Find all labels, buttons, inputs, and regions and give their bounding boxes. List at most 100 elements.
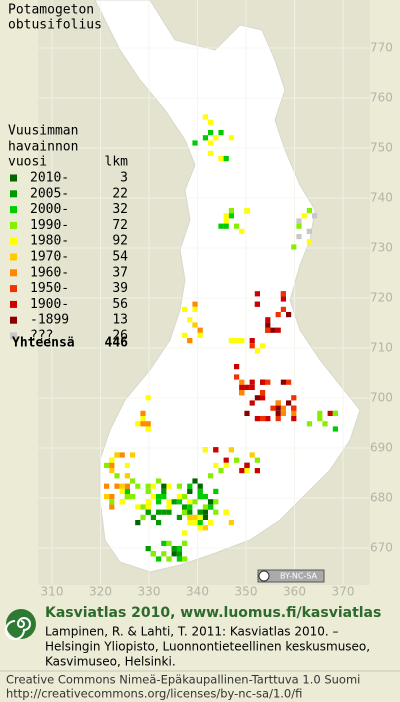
occurrence-square bbox=[114, 452, 120, 458]
legend-label: 1900- bbox=[30, 297, 69, 312]
occurrence-square bbox=[145, 421, 151, 427]
logo-swirl bbox=[5, 617, 31, 640]
legend-heading: vuosi bbox=[8, 155, 47, 170]
occurrence-square bbox=[182, 556, 188, 562]
occurrence-square bbox=[317, 410, 323, 416]
occurrence-square bbox=[223, 223, 229, 229]
x-grid-label: 370 bbox=[332, 585, 355, 599]
occurrence-square bbox=[197, 520, 203, 526]
occurrence-square bbox=[317, 416, 323, 422]
occurrence-square bbox=[260, 395, 266, 401]
occurrence-square bbox=[192, 514, 198, 520]
x-grid-label: 330 bbox=[138, 585, 161, 599]
site-link[interactable]: Kasviatlas 2010, www.luomus.fi/kasviatla… bbox=[45, 605, 381, 621]
legend-count: 56 bbox=[112, 297, 128, 312]
occurrence-square bbox=[150, 551, 156, 557]
legend-count: 26 bbox=[112, 329, 128, 344]
occurrence-square bbox=[187, 520, 193, 526]
legend-label: 1980- bbox=[30, 234, 69, 249]
legend-label: -1899 bbox=[30, 313, 69, 328]
occurrence-square bbox=[291, 395, 297, 401]
occurrence-square bbox=[228, 520, 234, 526]
occurrence-square bbox=[161, 509, 167, 515]
license-url[interactable]: http://creativecommons.org/licenses/by-n… bbox=[6, 687, 302, 701]
occurrence-square bbox=[135, 520, 141, 526]
occurrence-square bbox=[208, 499, 214, 505]
occurrence-square bbox=[239, 379, 245, 385]
occurrence-square bbox=[166, 540, 172, 546]
x-grid-label: 340 bbox=[186, 585, 209, 599]
occurrence-square bbox=[239, 228, 245, 234]
occurrence-square bbox=[176, 551, 182, 557]
occurrence-square bbox=[291, 416, 297, 422]
occurrence-square bbox=[187, 317, 193, 323]
x-grid-label: 310 bbox=[41, 585, 64, 599]
occurrence-square bbox=[208, 520, 214, 526]
occurrence-square bbox=[249, 338, 255, 344]
legend-swatch bbox=[10, 269, 17, 277]
legend-swatch bbox=[10, 285, 17, 293]
occurrence-square bbox=[202, 525, 208, 531]
occurrence-square bbox=[280, 296, 286, 302]
occurrence-square bbox=[296, 218, 302, 224]
occurrence-square bbox=[280, 291, 286, 297]
occurrence-square bbox=[249, 400, 255, 406]
legend-heading: Vuusimman bbox=[8, 124, 78, 139]
occurrence-square bbox=[228, 135, 234, 141]
occurrence-square bbox=[187, 509, 193, 515]
legend-swatch bbox=[10, 221, 17, 229]
x-grid-label: 360 bbox=[283, 585, 306, 599]
occurrence-square bbox=[176, 483, 182, 489]
occurrence-square bbox=[156, 478, 162, 484]
occurrence-square bbox=[213, 447, 219, 453]
y-grid-label: 730 bbox=[370, 241, 393, 255]
occurrence-square bbox=[124, 494, 130, 500]
occurrence-square bbox=[192, 478, 198, 484]
occurrence-square bbox=[171, 499, 177, 505]
occurrence-square bbox=[244, 468, 250, 474]
occurrence-square bbox=[234, 364, 240, 370]
occurrence-square bbox=[202, 504, 208, 510]
occurrence-square bbox=[260, 379, 266, 385]
occurrence-square bbox=[171, 551, 177, 557]
occurrence-square bbox=[234, 374, 240, 380]
legend-swatch bbox=[10, 332, 17, 340]
occurrence-square bbox=[202, 494, 208, 500]
occurrence-square bbox=[145, 509, 151, 515]
occurrence-square bbox=[202, 447, 208, 453]
occurrence-square bbox=[114, 483, 120, 489]
occurrence-square bbox=[109, 468, 115, 474]
legend-label: 1970- bbox=[30, 250, 69, 265]
occurrence-square bbox=[202, 514, 208, 520]
occurrence-square bbox=[239, 384, 245, 390]
occurrence-square bbox=[176, 499, 182, 505]
citation: Kasvimuseo, Helsinki. bbox=[45, 655, 176, 669]
occurrence-square bbox=[208, 150, 214, 156]
occurrence-square bbox=[161, 551, 167, 557]
legend-count: 37 bbox=[112, 265, 128, 280]
occurrence-square bbox=[270, 405, 276, 411]
y-grid-label: 770 bbox=[370, 41, 393, 55]
occurrence-square bbox=[161, 483, 167, 489]
occurrence-square bbox=[140, 514, 146, 520]
x-grid-label: 320 bbox=[89, 585, 112, 599]
occurrence-square bbox=[135, 483, 141, 489]
occurrence-square bbox=[176, 546, 182, 552]
occurrence-square bbox=[161, 540, 167, 546]
occurrence-square bbox=[150, 494, 156, 500]
occurrence-square bbox=[280, 379, 286, 385]
occurrence-square bbox=[166, 556, 172, 562]
occurrence-square bbox=[280, 306, 286, 312]
x-grid-label: 350 bbox=[235, 585, 258, 599]
occurrence-square bbox=[223, 213, 229, 219]
occurrence-square bbox=[306, 208, 312, 214]
occurrence-square bbox=[124, 488, 130, 494]
occurrence-square bbox=[176, 556, 182, 562]
y-grid-label: 680 bbox=[370, 491, 393, 505]
y-grid-label: 760 bbox=[370, 91, 393, 105]
occurrence-square bbox=[213, 488, 219, 494]
total-label: Yhteensä bbox=[12, 336, 75, 351]
occurrence-square bbox=[187, 488, 193, 494]
occurrence-squares bbox=[104, 114, 338, 562]
occurrence-square bbox=[275, 405, 281, 411]
